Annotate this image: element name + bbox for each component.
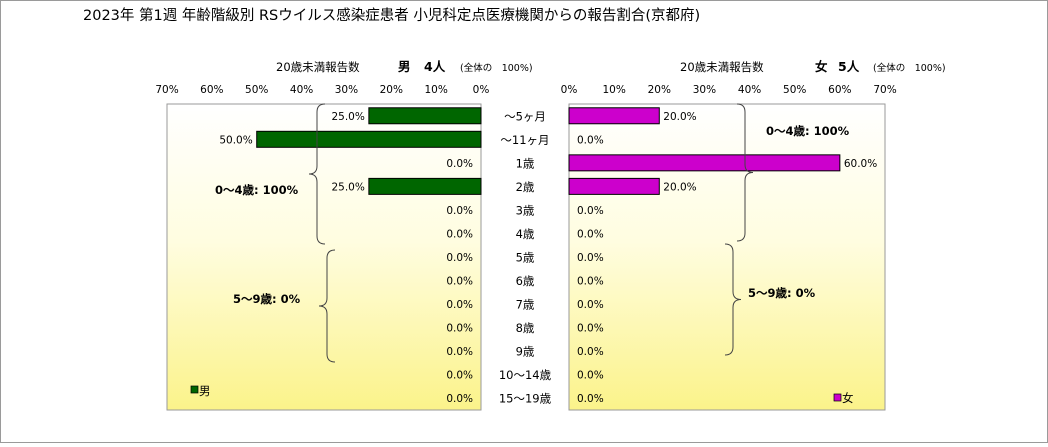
left-tick-label: 70% (155, 84, 178, 96)
male-legend-label: 男 (199, 384, 211, 398)
female-count-label: 5人 (838, 59, 860, 74)
category-label: 7歳 (516, 298, 535, 312)
right-tick-label: 60% (828, 84, 851, 96)
female-group-label-0-4: 0～4歳: 100% (766, 124, 850, 138)
category-label: ～5ヶ月 (504, 109, 546, 123)
male-total-note: (全体の 100%) (460, 62, 533, 74)
female-total-note: (全体の 100%) (873, 62, 946, 74)
left-tick-label: 60% (200, 84, 223, 96)
category-label: 4歳 (516, 227, 535, 241)
category-label: 3歳 (516, 203, 535, 217)
male-value-label: 0.0% (446, 158, 473, 170)
chart-title: 2023年 第1週 年齢階級別 RSウイルス感染症患者 小児科定点医療機関からの… (83, 6, 700, 24)
left-subtitle: 20歳未満報告数 (276, 60, 360, 74)
male-count-label: 4人 (424, 59, 446, 74)
male-value-label: 0.0% (446, 299, 473, 311)
category-label: 1歳 (516, 156, 535, 170)
male-value-label: 0.0% (446, 393, 473, 405)
female-value-label: 0.0% (577, 323, 604, 335)
right-tick-label: 70% (873, 84, 896, 96)
female-group-label-5-9: 5～9歳: 0% (748, 286, 816, 300)
male-sex-label: 男 (398, 59, 411, 74)
female-value-label: 0.0% (577, 393, 604, 405)
male-bar (368, 107, 482, 125)
female-value-label: 20.0% (663, 111, 696, 123)
category-label: 2歳 (516, 180, 535, 194)
male-value-label: 0.0% (446, 252, 473, 264)
right-tick-label: 40% (738, 84, 761, 96)
male-value-label: 50.0% (219, 134, 252, 146)
female-value-label: 60.0% (844, 158, 877, 170)
right-tick-label: 10% (602, 84, 625, 96)
female-value-label: 0.0% (577, 228, 604, 240)
male-value-label: 0.0% (446, 205, 473, 217)
left-tick-label: 20% (380, 84, 403, 96)
male-value-label: 0.0% (446, 323, 473, 335)
male-value-label: 0.0% (446, 346, 473, 358)
female-value-label: 20.0% (663, 181, 696, 193)
category-label: 15～19歳 (499, 392, 552, 406)
female-brace-5-9 (724, 243, 742, 356)
category-label: 8歳 (516, 321, 535, 335)
female-value-label: 0.0% (577, 276, 604, 288)
female-value-label: 0.0% (577, 346, 604, 358)
male-group-label-5-9: 5～9歳: 0% (233, 292, 301, 306)
right-plot-area (568, 103, 886, 411)
female-bar (568, 177, 660, 195)
female-brace-0-4 (736, 103, 754, 242)
female-value-label: 0.0% (577, 299, 604, 311)
left-tick-label: 50% (245, 84, 268, 96)
male-group-label-0-4: 0～4歳: 100% (215, 183, 299, 197)
male-value-label: 0.0% (446, 370, 473, 382)
right-tick-label: 30% (693, 84, 716, 96)
female-legend-label: 女 (842, 391, 854, 405)
category-label: ～11ヶ月 (500, 133, 549, 147)
category-label: 9歳 (516, 345, 535, 359)
male-brace-5-9 (318, 249, 336, 363)
female-value-label: 0.0% (577, 252, 604, 264)
category-label: 10～14歳 (499, 368, 552, 382)
male-legend-swatch (190, 385, 199, 394)
female-value-label: 0.0% (577, 370, 604, 382)
left-tick-label: 0% (473, 84, 490, 96)
female-legend-swatch (833, 393, 842, 402)
left-tick-label: 40% (290, 84, 313, 96)
female-sex-label: 女 (815, 59, 828, 74)
category-label: 6歳 (516, 274, 535, 288)
male-value-label: 25.0% (331, 181, 364, 193)
male-bar (368, 177, 482, 195)
left-plot-area (166, 103, 482, 411)
female-value-label: 0.0% (577, 205, 604, 217)
category-label: 5歳 (516, 251, 535, 265)
right-tick-label: 0% (561, 84, 578, 96)
right-tick-label: 50% (783, 84, 806, 96)
right-tick-label: 20% (648, 84, 671, 96)
right-subtitle: 20歳未満報告数 (680, 60, 764, 74)
left-tick-label: 10% (424, 84, 447, 96)
male-bar (256, 130, 482, 148)
male-value-label: 0.0% (446, 276, 473, 288)
left-tick-label: 30% (335, 84, 358, 96)
female-bar (568, 107, 660, 125)
female-value-label: 0.0% (577, 134, 604, 146)
female-bar (568, 154, 841, 172)
male-value-label: 25.0% (331, 111, 364, 123)
male-value-label: 0.0% (446, 228, 473, 240)
male-brace-0-4 (308, 103, 326, 245)
